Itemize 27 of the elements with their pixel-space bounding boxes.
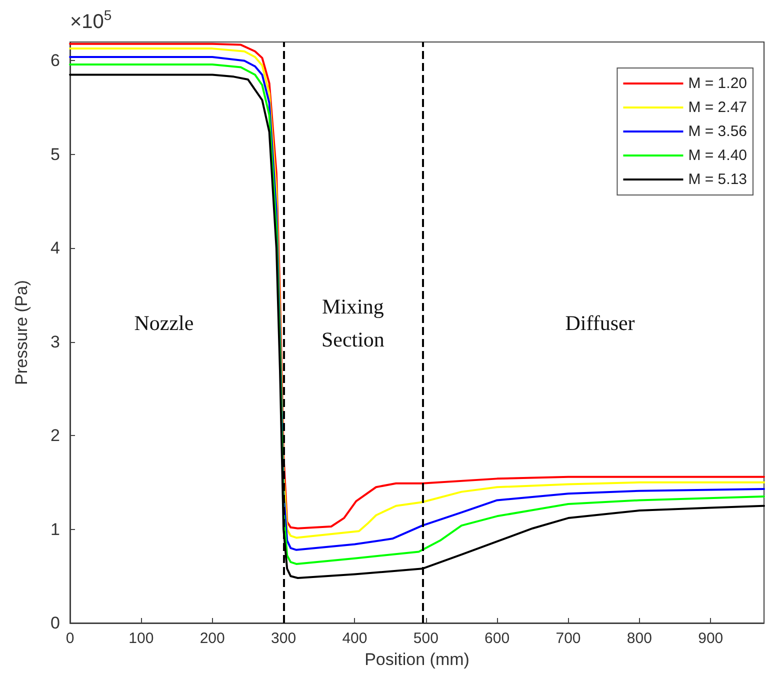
x-axis-title: Position (mm) — [364, 650, 470, 669]
legend-label: M = 4.40 — [688, 147, 748, 164]
legend-label: M = 1.20 — [688, 75, 748, 92]
x-tick-label: 100 — [128, 630, 154, 647]
y-tick-label: 4 — [50, 238, 60, 258]
annotation: Diffuser — [565, 311, 635, 336]
legend-label: M = 5.13 — [688, 171, 748, 188]
x-tick-label: 400 — [342, 630, 368, 647]
x-tick-label: 500 — [413, 630, 438, 647]
y-tick-label: 2 — [50, 426, 60, 446]
annotation: Nozzle — [134, 311, 194, 336]
y-tick-label: 6 — [50, 51, 60, 70]
legend-label: M = 3.56 — [688, 123, 748, 140]
legend-label: M = 2.47 — [688, 99, 748, 116]
y-axis-title: Pressure (Pa) — [12, 280, 31, 385]
x-tick-label: 0 — [66, 630, 74, 647]
x-tick-label: 700 — [556, 630, 581, 647]
annotation: Mixing Section — [321, 294, 385, 352]
y-tick-label: 5 — [50, 144, 60, 164]
y-tick-label: 3 — [50, 332, 60, 352]
x-tick-label: 600 — [484, 630, 510, 647]
y-tick-label: 0 — [50, 614, 60, 632]
x-tick-label: 200 — [200, 630, 225, 647]
x-tick-label: 900 — [698, 630, 724, 647]
y-tick-label: 1 — [50, 520, 60, 539]
x-tick-label: 300 — [271, 630, 296, 647]
x-tick-label: 800 — [626, 630, 652, 647]
